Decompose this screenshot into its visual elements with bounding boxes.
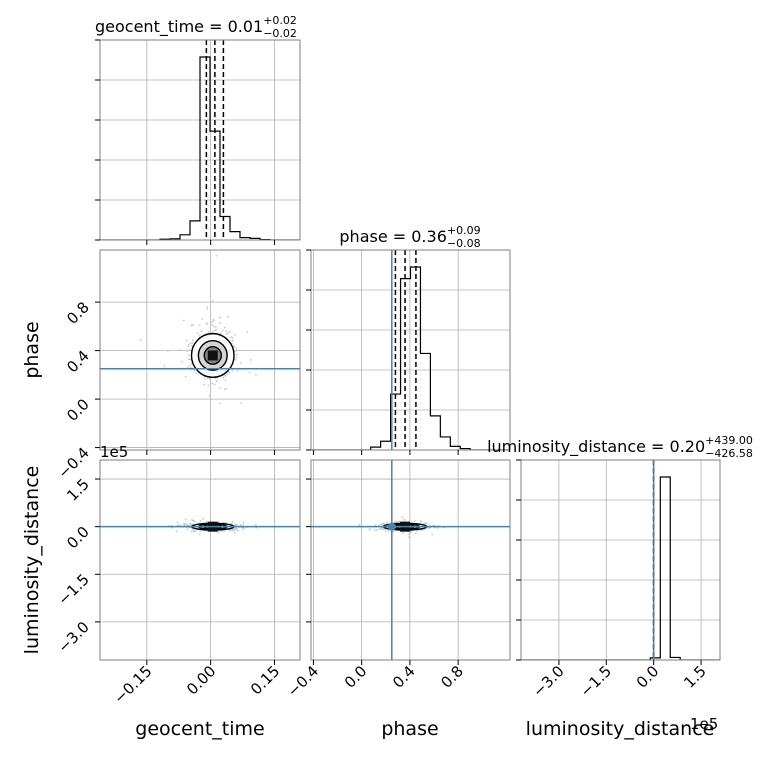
truth-point-phase-luminosity_distance [387,522,396,531]
ytick-label-luminosity_distance-0: −3.0 [54,618,92,656]
ytick-label-phase-3: 0.8 [63,298,93,328]
xtick-label-luminosity_distance-0: −3.0 [529,662,567,700]
density-geocent_time-luminosity_distance [100,518,300,536]
title-upper-luminosity_distance: +439.00 [705,434,753,447]
title-lower-geocent_time: −0.02 [263,27,297,40]
title-text-luminosity_distance: luminosity_distance = 0.20+439.00 −426.58 [487,434,753,460]
xtick-label-phase-1: 0.0 [341,662,371,692]
density-phase-luminosity_distance [311,460,510,660]
ylabel-phase: phase [21,321,43,378]
panel-frame-2-0 [99,459,301,661]
panel-frame-1-1 [310,249,511,451]
offset-text-x: 1e5 [690,715,718,733]
panel-grid-2-2 [521,460,720,660]
density-geocent_time-phase [100,254,300,405]
ytick-label-luminosity_distance-2: 0.0 [63,523,93,553]
density-core-geocent_time-phase [207,350,218,361]
xtick-label-phase-2: 0.4 [389,662,419,692]
xtick-label-phase-0: −0.4 [284,662,322,700]
histogram-luminosity_distance [521,460,720,660]
xlabel-luminosity_distance: luminosity_distance [526,718,715,740]
panel-grid-2-1 [311,460,510,660]
xtick-label-phase-3: 0.8 [437,662,467,692]
title-main-luminosity_distance: luminosity_distance = 0.20 [487,437,705,457]
title-main-phase: phase = 0.36 [339,227,446,246]
title-main-geocent_time: geocent_time = 0.01 [95,17,263,37]
ytick-label-luminosity_distance-1: −1.5 [54,570,92,608]
panel-grid-2-0 [100,460,300,660]
ytick-label-phase-2: 0.4 [63,347,93,377]
histogram-phase [311,250,510,450]
title-lower-phase: −0.08 [447,237,481,250]
ytick-label-phase-0: −0.4 [54,444,92,482]
panel-frame-2-1 [310,459,511,661]
title-text-phase: phase = 0.36+0.09 −0.08 [339,224,480,250]
title-upper-phase: +0.09 [447,224,481,237]
xlabel-phase: phase [381,718,438,740]
title-text-geocent_time: geocent_time = 0.01+0.02 −0.02 [95,14,297,40]
histogram-step-phase [311,266,510,450]
ylabel-luminosity_distance: luminosity_distance [21,466,43,655]
title-upper-geocent_time: +0.02 [263,14,297,27]
xtick-label-luminosity_distance-1: −1.5 [577,662,615,700]
xlabel-geocent_time: geocent_time [135,718,264,740]
title-luminosity_distance: luminosity_distance = 0.20+439.00 −426.58 [487,434,753,460]
panel-grid-1-1 [311,250,510,450]
panel-frame-0-0 [99,39,301,241]
xtick-label-luminosity_distance-2: 0.0 [633,662,663,692]
xtick-label-geocent_time-2: 0.15 [247,662,283,698]
xtick-label-luminosity_distance-3: 1.5 [680,662,710,692]
histogram-geocent_time [100,40,300,240]
xtick-label-geocent_time-0: −0.15 [110,662,155,707]
xtick-label-geocent_time-1: 0.00 [183,662,219,698]
title-geocent_time: geocent_time = 0.01+0.02 −0.02 [95,14,297,40]
panel-frame-1-0 [99,249,301,451]
offset-text-y: 1e5 [100,443,128,461]
histogram-step-geocent_time [100,56,300,240]
title-lower-luminosity_distance: −426.58 [705,447,753,460]
title-phase: phase = 0.36+0.09 −0.08 [339,224,480,250]
histogram-step-luminosity_distance [521,476,720,660]
ytick-label-phase-1: 0.0 [63,395,93,425]
panel-frame-2-2 [520,459,721,661]
